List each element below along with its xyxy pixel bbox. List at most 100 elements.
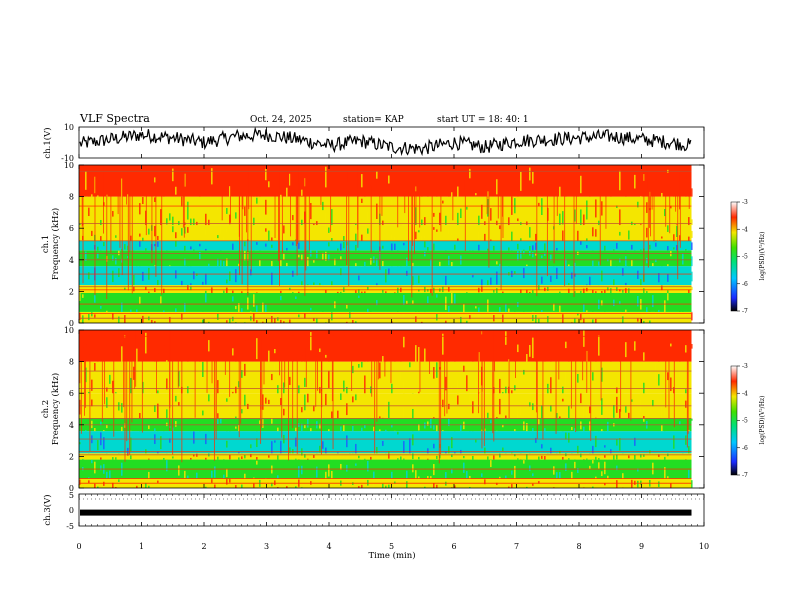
spectral-speckle <box>490 317 492 323</box>
spectral-speckle <box>202 213 204 217</box>
spectral-speckle <box>328 370 330 388</box>
spectral-speckle <box>469 315 471 320</box>
sferic-streak <box>206 330 208 393</box>
spectral-speckle <box>481 483 483 488</box>
ch1-ytick-top: 10 <box>64 123 74 132</box>
spectral-speckle <box>88 391 90 394</box>
spectral-speckle <box>238 303 240 312</box>
spectral-speckle <box>397 458 399 460</box>
spectral-speckle <box>622 244 624 250</box>
spectral-speckle <box>343 443 345 446</box>
spectral-speckle <box>475 193 477 196</box>
spectral-band <box>79 311 692 323</box>
spectral-speckle <box>586 466 588 477</box>
sferic-streak <box>408 165 409 261</box>
spectral-speckle <box>574 461 576 469</box>
spectral-speckle <box>253 217 255 226</box>
spectral-speckle <box>574 262 576 267</box>
spectral-speckle <box>379 429 381 432</box>
spectral-speckle <box>634 480 636 485</box>
spectral-speckle <box>133 274 135 286</box>
spectral-speckle <box>604 290 606 293</box>
spectral-speckle <box>688 217 690 226</box>
sferic-streak <box>94 165 96 296</box>
spectral-speckle <box>427 289 429 292</box>
spectral-speckle <box>310 289 312 293</box>
spectral-speckle <box>238 457 240 460</box>
spectral-speckle <box>316 250 318 259</box>
spectral-speckle <box>427 458 429 460</box>
spectral-speckle <box>118 268 120 278</box>
spectral-speckle <box>580 393 582 404</box>
spectral-speckle <box>433 464 435 476</box>
figure-title: VLF Spectra <box>79 112 150 125</box>
spectral-speckle <box>310 317 312 321</box>
spectral-speckle <box>538 456 540 460</box>
sferic-streak <box>573 165 575 297</box>
spectral-speckle <box>244 206 246 216</box>
spectral-speckle <box>517 243 519 250</box>
spectral-speckle <box>688 469 690 479</box>
spectral-speckle <box>382 260 384 267</box>
spectral-speckle <box>244 454 246 459</box>
spectral-speckle <box>256 197 258 204</box>
sferic-streak <box>308 165 310 251</box>
spectral-speckle <box>643 352 645 361</box>
spectral-speckle <box>238 452 240 454</box>
spectral-speckle <box>316 291 318 293</box>
spectral-speckle <box>274 440 276 443</box>
spectral-speckle <box>256 438 258 448</box>
spectral-speckle <box>271 261 273 267</box>
spectral-speckle <box>217 300 219 312</box>
spectral-speckle <box>217 380 219 394</box>
spectral-speckle <box>205 472 207 479</box>
spectral-speckle <box>448 352 450 362</box>
spectral-speckle <box>85 442 87 452</box>
sferic-streak <box>376 330 378 422</box>
spectral-speckle <box>529 402 531 407</box>
spectral-speckle <box>271 418 273 424</box>
sferic-streak <box>194 330 196 418</box>
spectral-speckle <box>499 453 501 458</box>
spectral-speckle <box>313 473 315 479</box>
spectral-speckle <box>133 393 135 405</box>
sferic-streak <box>292 330 294 429</box>
spectral-speckle <box>415 304 417 312</box>
spectral-speckle <box>463 365 465 372</box>
spectral-speckle <box>226 468 228 478</box>
sferic-streak <box>134 330 136 390</box>
spectral-speckle <box>334 301 336 309</box>
spectral-speckle <box>688 483 690 488</box>
spectral-speckle <box>463 485 465 488</box>
spectral-speckle <box>394 354 396 362</box>
spectral-speckle <box>670 205 672 209</box>
spectral-speckle <box>619 463 621 471</box>
spectral-speckle <box>205 273 207 285</box>
spectral-speckle <box>319 423 321 429</box>
spectral-speckle <box>307 392 309 394</box>
sferic-streak <box>85 330 86 408</box>
spectral-speckle <box>523 251 525 255</box>
spectral-speckle <box>589 184 591 197</box>
spectral-speckle <box>646 291 648 293</box>
spectral-speckle <box>91 399 93 407</box>
spectral-speckle <box>571 471 573 479</box>
spectral-speckle <box>268 301 270 305</box>
spectral-speckle <box>298 466 300 478</box>
sferic-streak <box>370 165 372 253</box>
spectral-speckle <box>418 289 420 292</box>
spectral-speckle <box>271 465 273 474</box>
spectral-speckle <box>235 416 237 419</box>
spectral-speckle <box>295 458 297 460</box>
spectral-speckle <box>136 309 138 312</box>
spectral-speckle <box>661 285 663 291</box>
spectral-speckle <box>424 468 426 473</box>
spectral-speckle <box>415 253 417 259</box>
sferic-streak <box>183 165 185 238</box>
spectral-speckle <box>547 316 549 323</box>
spectral-speckle <box>472 275 474 278</box>
spectral-speckle <box>277 455 279 460</box>
spectral-speckle <box>448 243 450 247</box>
spectral-speckle <box>124 287 126 290</box>
spectral-speckle <box>370 310 372 312</box>
